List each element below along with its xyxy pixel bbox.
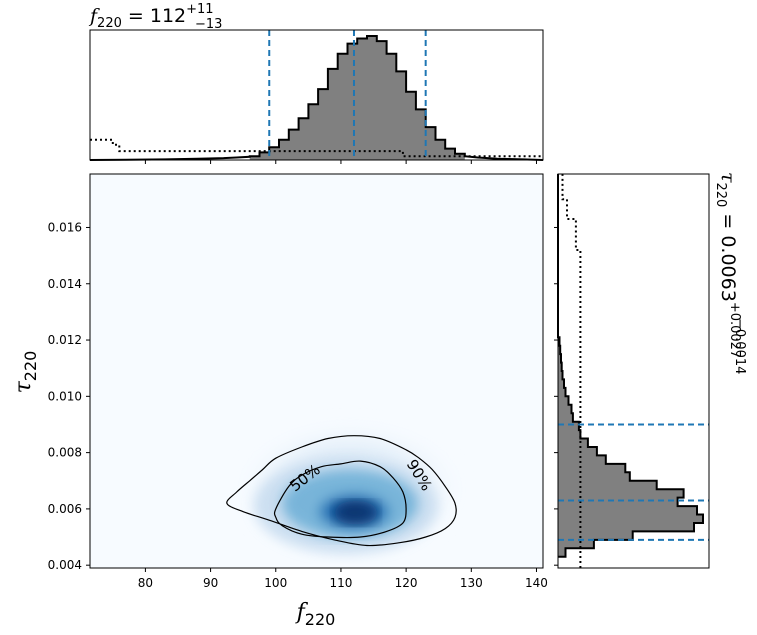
f220-marginal-title: f220 = 112+11 xyxy=(88,2,214,31)
y-axis-subscript: 220 xyxy=(21,351,40,382)
x-tick-label: 100 xyxy=(264,576,287,590)
f220-title-symbol: f xyxy=(88,5,100,27)
y-tick-label: 0.014 xyxy=(48,277,82,291)
y-tick-label: 0.008 xyxy=(48,446,82,460)
f220-hist-fill xyxy=(249,36,465,160)
y-axis-label: τ220 xyxy=(11,351,40,394)
tau220-title-lower: −0.0014 xyxy=(732,318,747,374)
y-axis-symbol: τ xyxy=(11,380,36,393)
y-tick-label: 0.004 xyxy=(48,558,82,572)
f220-title-subscript: 220 xyxy=(97,16,122,31)
contour-50pct xyxy=(273,460,407,539)
tau220-hist-fill xyxy=(558,337,703,557)
tau220-title-value: = 0.0063 xyxy=(717,207,739,301)
x-tick-label: 140 xyxy=(525,576,548,590)
f220-marginal-panel: f220 = 112+11 −13 xyxy=(88,2,544,164)
f220-title-value: = 112 xyxy=(122,5,186,27)
tau220-title-symbol: τ xyxy=(717,172,739,183)
f220-marginal-frame xyxy=(89,29,544,161)
tau220-marginal-panel: τ220 = 0.0063+0.0027 −0.0014 xyxy=(554,172,747,569)
x-tick-label: 90 xyxy=(203,576,218,590)
y-tick-label: 0.006 xyxy=(48,502,82,516)
x-tick-label: 80 xyxy=(138,576,153,590)
y-tick-label: 0.010 xyxy=(48,389,82,403)
tau220-prior-step xyxy=(561,174,582,568)
y-tick-label: 0.016 xyxy=(48,220,82,234)
credible-contours xyxy=(226,435,457,547)
contour-90pct xyxy=(226,435,457,547)
joint-density-panel: 50% 90% 80 90 100 110 120 130 140 0.0040.0060.0… xyxy=(11,173,548,629)
f220-title-lower: −13 xyxy=(195,17,222,32)
density-peak xyxy=(333,500,378,525)
tau220-marginal-frame xyxy=(557,173,710,569)
tau220-title-upper: +0.0027 xyxy=(727,302,742,358)
x-axis-label: f220 xyxy=(295,600,336,629)
tau220-title-subscript: 220 xyxy=(713,183,728,208)
f220-title-upper: +11 xyxy=(186,2,213,17)
tau220-hist-step xyxy=(557,174,704,558)
joint-density-frame xyxy=(89,173,544,569)
tau220-marginal-title: τ220 = 0.0063+0.0027 xyxy=(713,172,742,358)
x-tick-label: 110 xyxy=(329,576,352,590)
x-axis-subscript: 220 xyxy=(305,610,336,629)
x-tick-label: 130 xyxy=(460,576,483,590)
x-tick-label: 120 xyxy=(395,576,418,590)
y-tick-label: 0.012 xyxy=(48,333,82,347)
density-heatmap xyxy=(231,417,468,562)
